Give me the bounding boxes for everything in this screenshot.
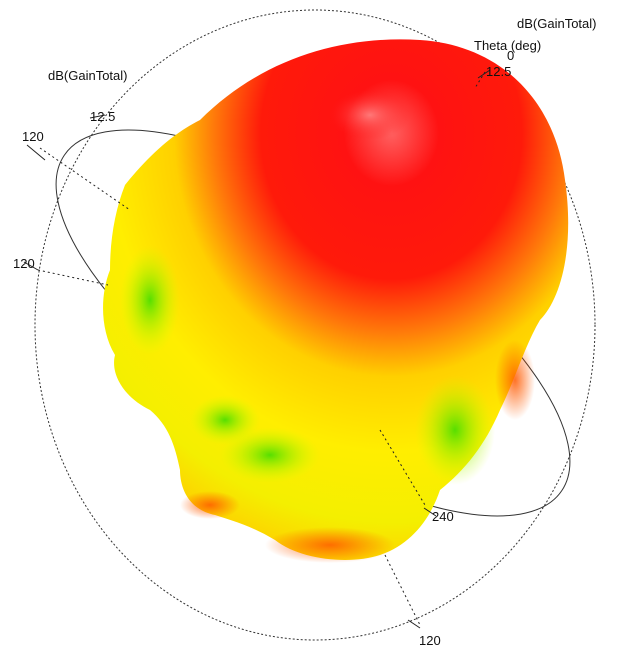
bottom-120-label: 120 [419, 633, 441, 648]
axis-title-left: dB(GainTotal) [48, 68, 127, 83]
top-tick-label: 12.5 [486, 64, 511, 79]
gain-lobe-surface [103, 39, 569, 563]
left-120-lower-label: 120 [13, 256, 35, 271]
axis-tick-lines [23, 69, 491, 629]
outer-elevation-circle [34, 9, 596, 641]
bottom-240-label: 240 [432, 509, 454, 524]
axis-title-right: dB(GainTotal) [517, 16, 596, 31]
left-tick-label: 12.5 [90, 109, 115, 124]
left-120-upper-label: 120 [22, 129, 44, 144]
theta-zero-label: 0 [507, 48, 514, 63]
axis-dash-lines [37, 71, 486, 626]
theta-title: Theta (deg) [474, 38, 541, 53]
